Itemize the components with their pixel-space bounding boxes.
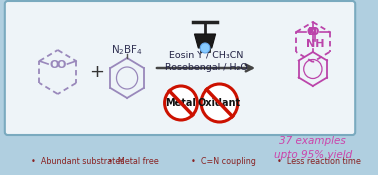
Circle shape — [200, 43, 210, 53]
Circle shape — [201, 84, 238, 122]
Text: N$_2$BF$_4$: N$_2$BF$_4$ — [111, 43, 143, 57]
Text: O: O — [57, 60, 67, 70]
Circle shape — [164, 86, 197, 120]
Text: N: N — [308, 27, 318, 37]
Polygon shape — [194, 34, 215, 48]
Text: Oxidant: Oxidant — [198, 98, 241, 108]
Text: •  Metal free: • Metal free — [108, 158, 158, 166]
Text: •  Abundant substrates: • Abundant substrates — [31, 158, 124, 166]
Text: 37 examples
upto 95% yield: 37 examples upto 95% yield — [274, 136, 352, 160]
Polygon shape — [200, 48, 210, 52]
FancyBboxPatch shape — [5, 1, 355, 135]
Text: Rosebengal / H₂O: Rosebengal / H₂O — [165, 62, 247, 72]
Text: O: O — [49, 60, 59, 70]
Text: NH: NH — [307, 39, 325, 49]
Text: Metal: Metal — [166, 98, 197, 108]
Text: O: O — [310, 27, 319, 37]
Text: •  Less reaction time: • Less reaction time — [277, 158, 361, 166]
Text: O: O — [307, 27, 316, 37]
Text: •  C=N coupling: • C=N coupling — [191, 158, 256, 166]
Text: Eosin Y / CH₃CN: Eosin Y / CH₃CN — [169, 51, 243, 60]
Text: +: + — [89, 63, 104, 81]
